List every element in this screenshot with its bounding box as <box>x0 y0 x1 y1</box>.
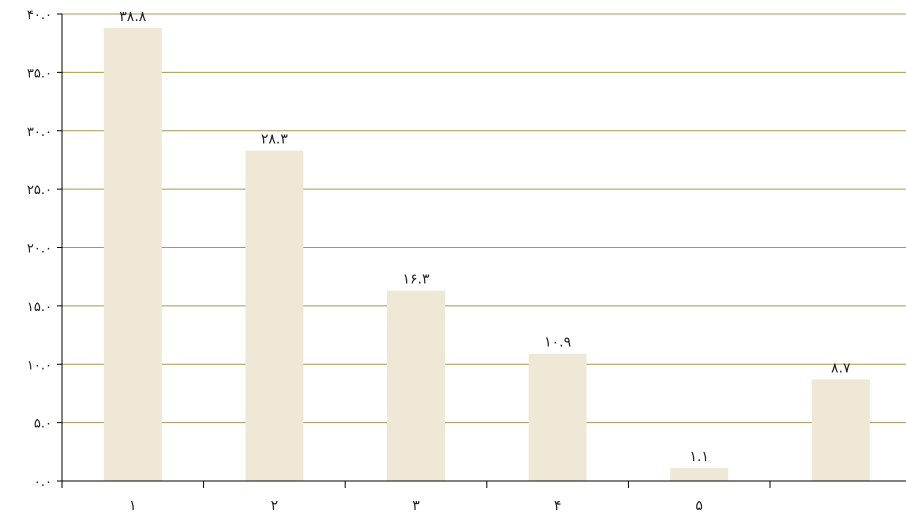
x-tick-label: ۴ <box>554 498 562 514</box>
grid-lines <box>62 13 906 424</box>
x-tick-label: ۱ <box>129 498 137 514</box>
bars <box>103 28 870 481</box>
bar <box>528 353 587 481</box>
y-tick-label: ۵.۰ <box>34 417 52 432</box>
y-tick-label: ۰.۰ <box>34 475 52 490</box>
labels: ۰.۰ ۵.۰ ۱۰.۰ ۱۵.۰ ۲۰.۰ ۲۵.۰ ۳۰.۰ ۳۵.۰ ۴۰.۰ ۳۸.۸ ۱ ۲… <box>27 8 851 514</box>
y-tick-label: ۱۰.۰ <box>27 358 52 373</box>
y-tick-label: ۳۵.۰ <box>27 66 52 81</box>
data-label: ۱۰.۹ <box>544 335 571 351</box>
data-label: ۱۶.۳ <box>402 272 429 288</box>
data-label: ۸.۷ <box>831 360 851 376</box>
data-label: ۲۸.۳ <box>261 132 288 148</box>
axes <box>57 13 906 488</box>
bar <box>670 468 729 481</box>
x-tick-label: ۵ <box>695 498 703 514</box>
x-tick-label: ۳ <box>412 498 420 514</box>
y-tick-label: ۳۰.۰ <box>27 125 52 140</box>
bar <box>103 28 162 481</box>
x-tick-label: ۲ <box>271 498 279 514</box>
y-tick-label: ۲۰.۰ <box>27 242 52 257</box>
data-label: ۱.۱ <box>689 449 709 465</box>
y-tick-label: ۲۵.۰ <box>27 183 52 198</box>
bar <box>387 290 445 481</box>
bar <box>245 150 304 481</box>
bar <box>811 379 870 481</box>
data-label: ۳۸.۸ <box>119 9 146 25</box>
y-tick-label: ۴۰.۰ <box>27 8 52 23</box>
y-tick-label: ۱۵.۰ <box>27 300 52 315</box>
